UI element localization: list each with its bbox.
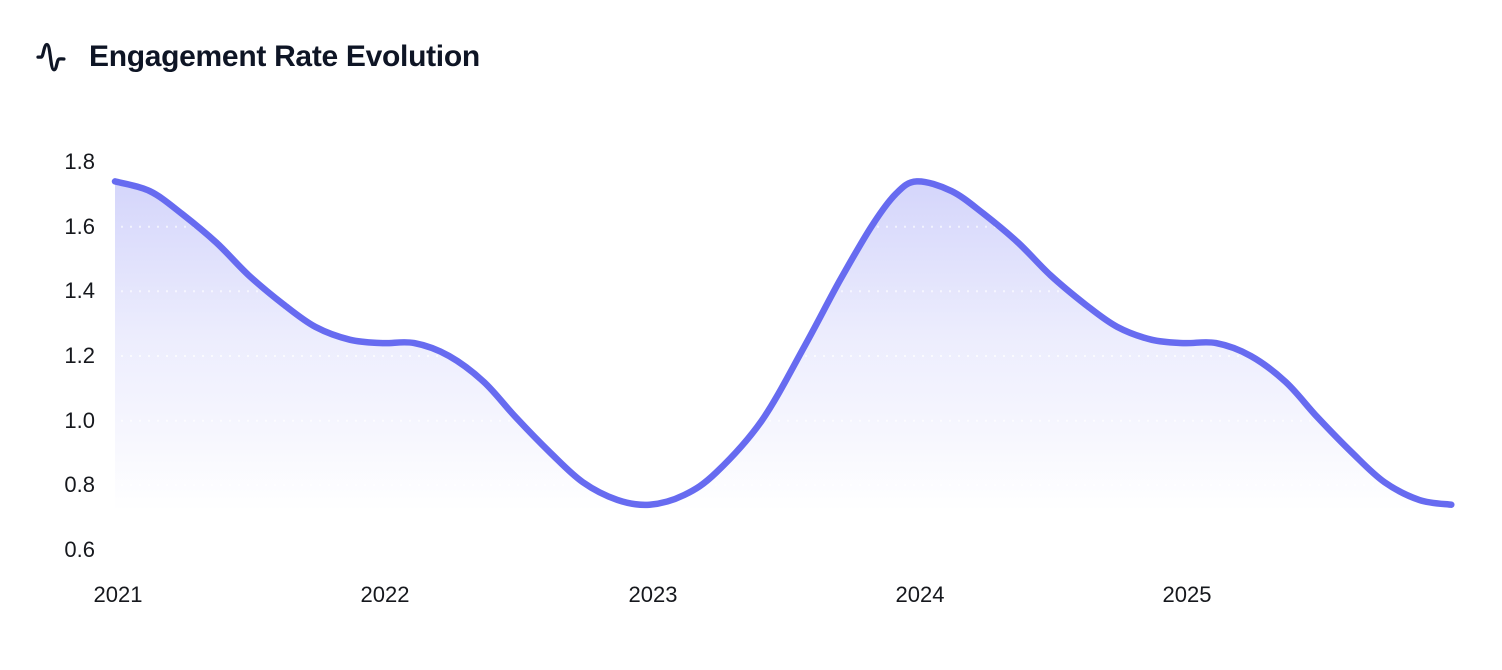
x-axis-label: 2021 — [93, 582, 143, 607]
y-axis-label: 1.6 — [64, 214, 95, 239]
y-axis-label: 0.6 — [64, 537, 95, 562]
x-axis-label: 2022 — [360, 582, 410, 607]
y-axis-label: 1.4 — [64, 278, 95, 303]
y-axis-label: 0.8 — [64, 472, 95, 497]
x-axis-label: 2025 — [1162, 582, 1212, 607]
series-line — [111, 178, 1455, 509]
pulse-icon — [36, 42, 66, 72]
y-axis-label: 1.2 — [64, 343, 95, 368]
y-axis-label: 1.8 — [64, 149, 95, 174]
chart-title: Engagement Rate Evolution — [89, 39, 480, 73]
chart-header: Engagement Rate Evolution — [34, 38, 480, 75]
x-axis-label: 2024 — [895, 582, 945, 607]
y-axis-label: 1.0 — [64, 408, 95, 433]
x-axis-label: 2023 — [628, 582, 678, 607]
area-fill — [115, 181, 1452, 508]
